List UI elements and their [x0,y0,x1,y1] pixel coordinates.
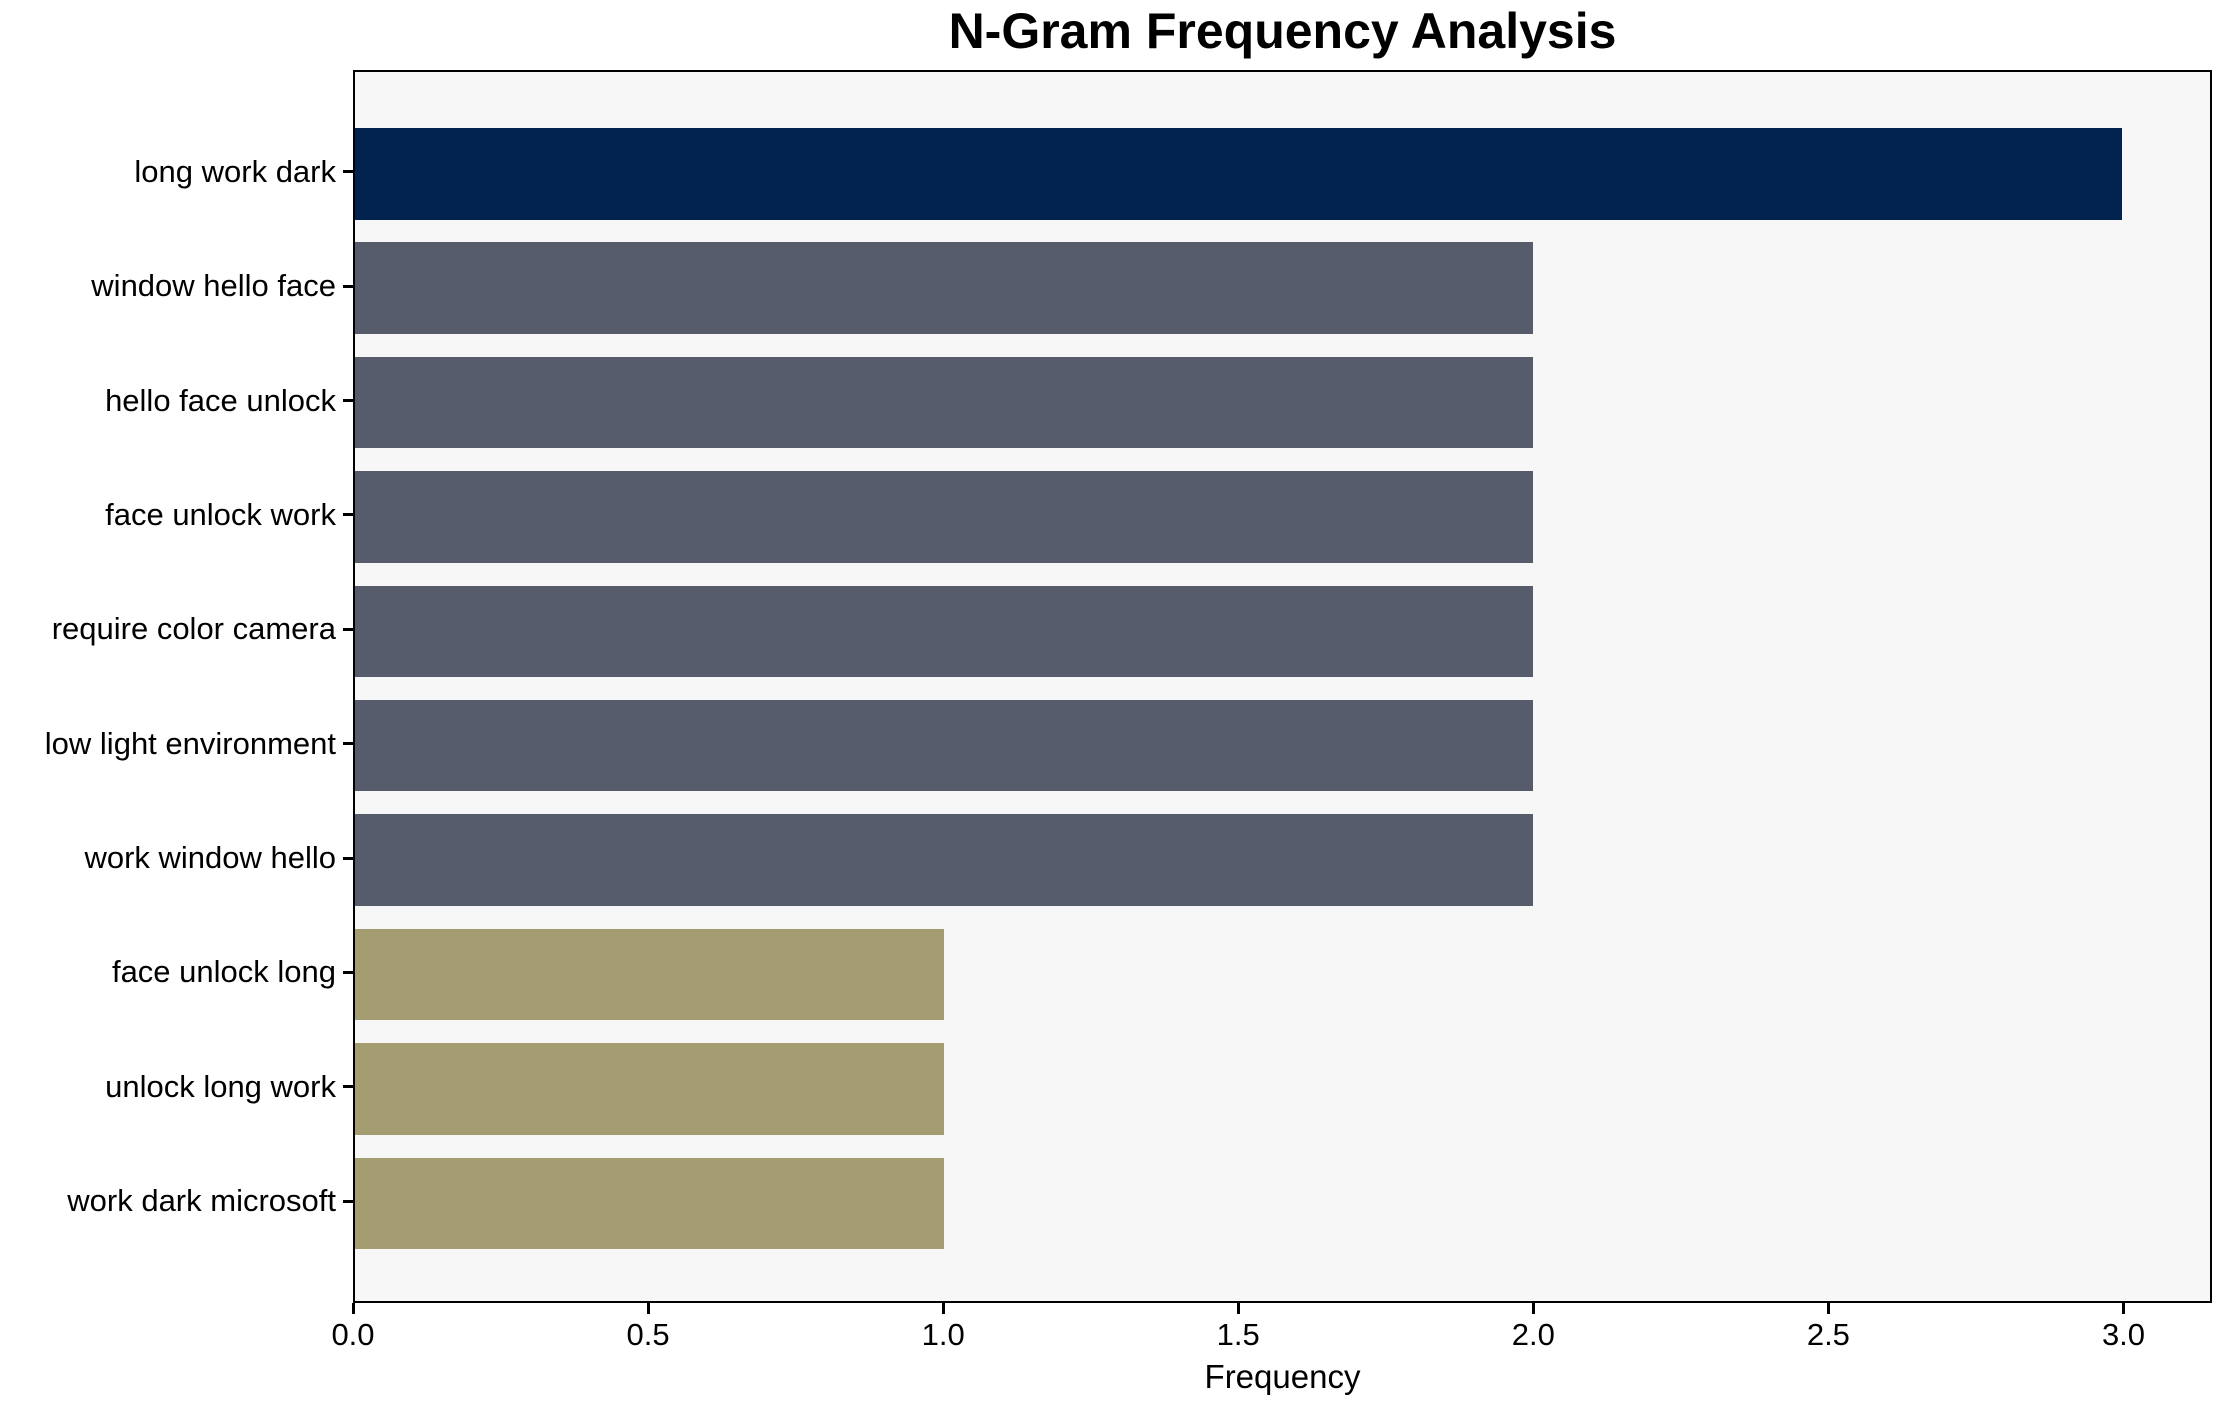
bar-work-dark-microsoft [355,1157,944,1249]
y-tick-mark [343,170,353,174]
y-tick-label: work window hello [84,840,336,876]
y-tick-mark [343,1199,353,1203]
x-tick-label: 3.0 [2101,1317,2146,1352]
y-tick-label: require color camera [51,611,336,647]
chart-title: N-Gram Frequency Analysis [948,3,1617,59]
x-tick-mark [351,1303,355,1314]
y-tick-label: long work dark [134,153,336,189]
x-tick-label: 0.5 [626,1317,670,1352]
bar-window-hello-face [355,242,1533,334]
x-tick-label: 2.5 [1806,1317,1850,1352]
y-tick-mark [343,742,353,746]
plot-area [353,70,2212,1303]
y-tick-label: face unlock long [111,954,336,990]
bar-hello-face-unlock [355,356,1533,449]
x-tick-label: 1.5 [1216,1317,1260,1352]
y-tick-mark [343,284,353,288]
y-tick-mark [343,399,353,403]
x-tick-mark [1531,1303,1535,1314]
y-tick-mark [343,970,353,974]
x-tick-mark [941,1303,945,1314]
bar-face-unlock-long [355,928,944,1021]
bar-long-work-dark [355,128,2122,220]
bar-low-light-environment [355,699,1533,792]
y-tick-label: unlock long work [105,1068,336,1104]
x-tick-mark [1236,1303,1240,1314]
x-tick-mark [2122,1303,2125,1314]
bar-require-color-camera [355,585,1533,678]
y-tick-label: work dark microsoft [67,1183,336,1219]
bar-unlock-long-work [355,1043,944,1135]
y-tick-mark [343,856,353,860]
bar-work-window-hello [355,814,1533,906]
x-tick-label: 1.0 [921,1317,965,1352]
x-tick-label: 0.0 [331,1317,375,1352]
y-tick-mark [343,513,353,517]
y-tick-label: face unlock work [105,496,336,532]
y-tick-label: hello face unlock [105,382,336,418]
y-tick-label: low light environment [44,725,336,761]
x-tick-mark [646,1303,650,1314]
y-tick-label: window hello face [91,268,336,304]
bar-face-unlock-work [355,471,1533,563]
x-tick-label: 2.0 [1511,1317,1555,1352]
x-axis-label: Frequency [1204,1358,1361,1395]
x-tick-mark [1826,1303,1830,1314]
y-tick-mark [343,627,353,631]
y-tick-mark [343,1085,353,1089]
